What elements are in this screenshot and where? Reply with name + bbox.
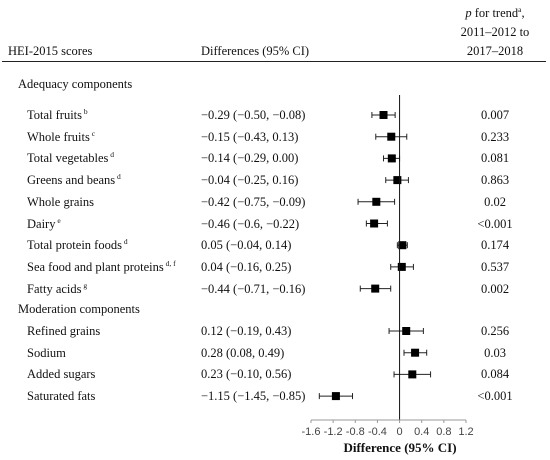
row-p-value: 0.081	[480, 151, 510, 166]
row-label-footnote: d	[115, 172, 121, 182]
p-trend-header-line2: 2011–2012 to	[460, 25, 530, 39]
row-label-footnote: d, f	[163, 258, 176, 268]
row-label: Sea food and plant proteins d, f	[27, 258, 176, 274]
group-label: Moderation components	[18, 302, 140, 316]
group-label: Adequacy components	[18, 77, 133, 91]
x-tick-label: 0.4	[414, 426, 429, 438]
point-estimate-marker	[393, 176, 402, 185]
row-p-value: 0.03	[484, 345, 506, 360]
row-label: Added sugars	[27, 367, 96, 382]
differences-column-header: Differences (95% CI)	[201, 44, 310, 58]
point-estimate-marker	[371, 284, 380, 293]
x-axis-title: Difference (95% CI)	[343, 440, 457, 455]
row-label-footnote: c	[89, 128, 96, 138]
row-ci-text: −0.42 (−0.75, −0.09)	[201, 194, 306, 209]
row-label: Saturated fats	[27, 389, 96, 404]
point-estimate-marker	[397, 262, 406, 271]
row-ci-text: 0.12 (−0.19, 0.43)	[201, 324, 292, 338]
row-ci-text: 0.05 (−0.04, 0.14)	[201, 238, 292, 253]
p-trend-sup: a	[518, 5, 522, 14]
row-label: Whole fruits c	[27, 128, 96, 144]
header-rule	[2, 61, 546, 62]
row-p-value: <0.001	[477, 216, 513, 231]
row-label: Sodium	[27, 345, 66, 360]
row-ci-text: −0.29 (−0.50, −0.08)	[201, 108, 306, 122]
row-p-value: 0.256	[480, 324, 510, 338]
x-tick-label: 1.2	[458, 426, 473, 438]
point-estimate-marker	[402, 327, 411, 335]
point-estimate-marker	[411, 348, 420, 357]
row-label: Total protein foods d	[27, 237, 128, 253]
p-trend-comma: ,	[521, 6, 525, 20]
row-ci-text: −1.15 (−1.45, −0.85)	[201, 389, 306, 404]
row-p-value: 0.537	[480, 259, 510, 274]
row-p-value: 0.002	[480, 281, 510, 296]
row-p-value: 0.007	[480, 108, 510, 122]
p-trend-header-line1: p for trenda,	[445, 6, 545, 20]
row-label: Greens and beans d	[27, 172, 121, 188]
row-label-footnote: b	[82, 107, 88, 116]
point-estimate-marker	[408, 370, 417, 379]
row-ci-text: 0.28 (0.08, 0.49)	[201, 345, 285, 360]
row-label-footnote: d	[108, 150, 115, 160]
x-tick-label: 0	[397, 426, 403, 438]
x-tick-label: -1.2	[324, 426, 343, 438]
row-ci-text: −0.04 (−0.25, 0.16)	[201, 173, 299, 188]
row-ci-text: 0.23 (−0.10, 0.56)	[201, 367, 292, 382]
p-trend-header-line3: 2017–2018	[466, 44, 524, 58]
x-tick-label: 0.8	[436, 426, 451, 438]
row-ci-text: −0.15 (−0.43, 0.13)	[201, 129, 299, 144]
point-estimate-marker	[370, 219, 379, 228]
point-estimate-marker	[372, 197, 381, 206]
p-letter: p	[465, 6, 472, 20]
x-tick-label: -0.8	[346, 426, 365, 438]
row-label: Total fruits b	[27, 107, 88, 122]
row-p-value: 0.863	[480, 173, 510, 188]
row-label-footnote: g	[81, 280, 88, 290]
row-p-value: 0.233	[480, 129, 510, 144]
point-estimate-marker	[387, 132, 396, 141]
scores-column-header: HEI-2015 scores	[8, 44, 93, 58]
row-label: Whole grains	[27, 194, 94, 209]
point-estimate-marker	[331, 392, 340, 401]
p-trend-text: for trend	[471, 6, 519, 20]
row-label-footnote: e	[55, 215, 61, 225]
row-p-value: 0.174	[480, 238, 510, 253]
row-label: Total vegetables d	[27, 150, 115, 166]
row-ci-text: −0.44 (−0.71, −0.16)	[201, 281, 306, 296]
row-label-footnote: d	[121, 237, 128, 247]
row-ci-text: −0.46 (−0.6, −0.22)	[201, 216, 300, 231]
row-label: Refined grains	[27, 324, 101, 338]
row-ci-text: −0.14 (−0.29, 0.00)	[201, 151, 299, 166]
row-p-value: 0.084	[480, 367, 510, 382]
point-estimate-marker	[398, 241, 407, 250]
row-ci-text: 0.04 (−0.16, 0.25)	[201, 259, 292, 274]
row-p-value: 0.02	[484, 194, 506, 209]
x-tick-label: -1.6	[302, 426, 321, 438]
point-estimate-marker	[387, 154, 396, 163]
row-p-value: <0.001	[477, 389, 513, 404]
point-estimate-marker	[379, 111, 388, 119]
row-label: Dairy e	[27, 215, 61, 231]
x-tick-label: -0.4	[368, 426, 387, 438]
row-label: Fatty acids g	[27, 280, 88, 296]
